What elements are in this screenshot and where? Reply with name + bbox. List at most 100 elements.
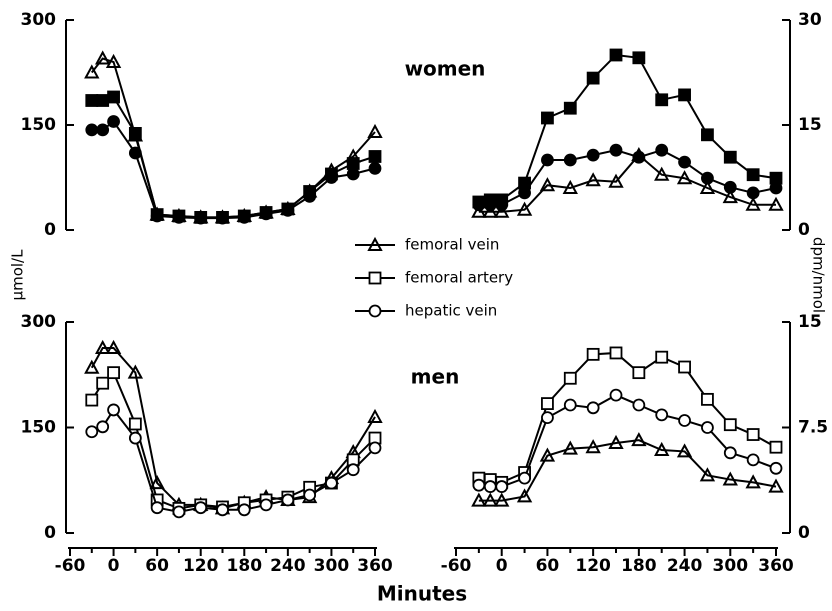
marker xyxy=(107,403,120,417)
marker xyxy=(609,143,623,157)
marker xyxy=(701,128,714,142)
x-tick-label: 360 xyxy=(758,556,794,576)
marker xyxy=(655,93,669,107)
y-tick-label: 0 xyxy=(798,523,810,543)
marker xyxy=(325,476,338,490)
marker xyxy=(368,161,382,175)
marker xyxy=(471,203,487,218)
y-tick-label: 30 xyxy=(798,10,822,30)
marker xyxy=(609,48,623,62)
x-tick-label: 0 xyxy=(496,556,508,576)
marker xyxy=(539,177,556,192)
marker xyxy=(216,211,229,225)
marker xyxy=(482,492,498,507)
marker xyxy=(518,471,531,485)
x-tick-label: 180 xyxy=(227,556,263,576)
marker xyxy=(150,501,164,515)
series-line xyxy=(478,153,776,213)
marker xyxy=(585,439,601,454)
marker xyxy=(96,376,110,390)
marker xyxy=(346,157,360,170)
x-tick-label: 300 xyxy=(314,556,350,576)
marker xyxy=(632,51,646,65)
marker xyxy=(516,201,533,216)
marker xyxy=(128,146,142,160)
marker xyxy=(769,181,783,195)
marker xyxy=(678,155,691,169)
marker xyxy=(172,505,186,519)
x-tick-label: 240 xyxy=(667,556,703,576)
marker xyxy=(586,401,600,415)
marker xyxy=(722,189,738,204)
marker xyxy=(94,339,111,355)
marker xyxy=(128,431,142,445)
marker xyxy=(768,196,784,211)
marker xyxy=(346,463,360,477)
marker xyxy=(472,198,486,212)
marker xyxy=(631,432,647,447)
marker xyxy=(654,441,670,457)
x-axis-label: Minutes xyxy=(377,582,467,606)
marker xyxy=(495,198,509,212)
marker xyxy=(107,115,120,128)
marker xyxy=(216,503,229,517)
marker xyxy=(678,414,691,427)
marker xyxy=(632,366,646,380)
marker xyxy=(608,434,624,449)
marker xyxy=(85,94,99,107)
y-tick-label: 0 xyxy=(44,220,56,240)
marker xyxy=(259,498,273,512)
marker xyxy=(128,417,142,431)
marker xyxy=(105,339,122,355)
marker xyxy=(723,150,737,164)
marker xyxy=(609,346,623,360)
marker xyxy=(96,94,110,107)
y-tick-label: 7.5 xyxy=(798,418,828,438)
legend-marker xyxy=(367,236,383,251)
marker xyxy=(701,421,714,434)
marker xyxy=(769,440,783,454)
legend-label: femoral artery xyxy=(405,269,513,287)
marker xyxy=(494,203,510,218)
marker xyxy=(699,467,716,482)
marker xyxy=(723,446,737,460)
legend-marker xyxy=(368,271,382,285)
marker xyxy=(194,211,208,225)
x-tick-label: -60 xyxy=(441,556,472,576)
marker xyxy=(194,501,208,515)
marker xyxy=(563,371,577,385)
marker xyxy=(678,88,691,102)
marker xyxy=(281,203,295,217)
marker xyxy=(609,388,623,402)
marker xyxy=(586,71,600,85)
marker xyxy=(722,471,738,486)
marker xyxy=(745,196,761,211)
x-tick-label: 180 xyxy=(621,556,657,576)
marker xyxy=(562,440,578,455)
marker xyxy=(746,453,760,467)
marker xyxy=(541,411,554,425)
legend-marker xyxy=(368,304,382,318)
marker xyxy=(94,50,111,65)
marker xyxy=(127,364,144,379)
marker xyxy=(172,210,186,224)
marker xyxy=(518,186,531,200)
y-tick-label: 15 xyxy=(798,115,822,135)
marker xyxy=(107,366,120,380)
marker xyxy=(655,350,669,364)
marker xyxy=(150,209,164,223)
marker xyxy=(676,443,693,458)
marker xyxy=(745,474,761,489)
marker xyxy=(303,189,317,203)
marker xyxy=(85,123,99,137)
marker xyxy=(84,64,100,79)
marker xyxy=(655,143,669,157)
marker xyxy=(746,168,760,182)
marker xyxy=(105,53,122,68)
y-tick-label: 15 xyxy=(798,312,822,332)
marker xyxy=(482,203,498,218)
marker xyxy=(85,393,99,407)
marker xyxy=(768,478,784,493)
marker xyxy=(701,171,714,185)
marker xyxy=(654,166,670,181)
